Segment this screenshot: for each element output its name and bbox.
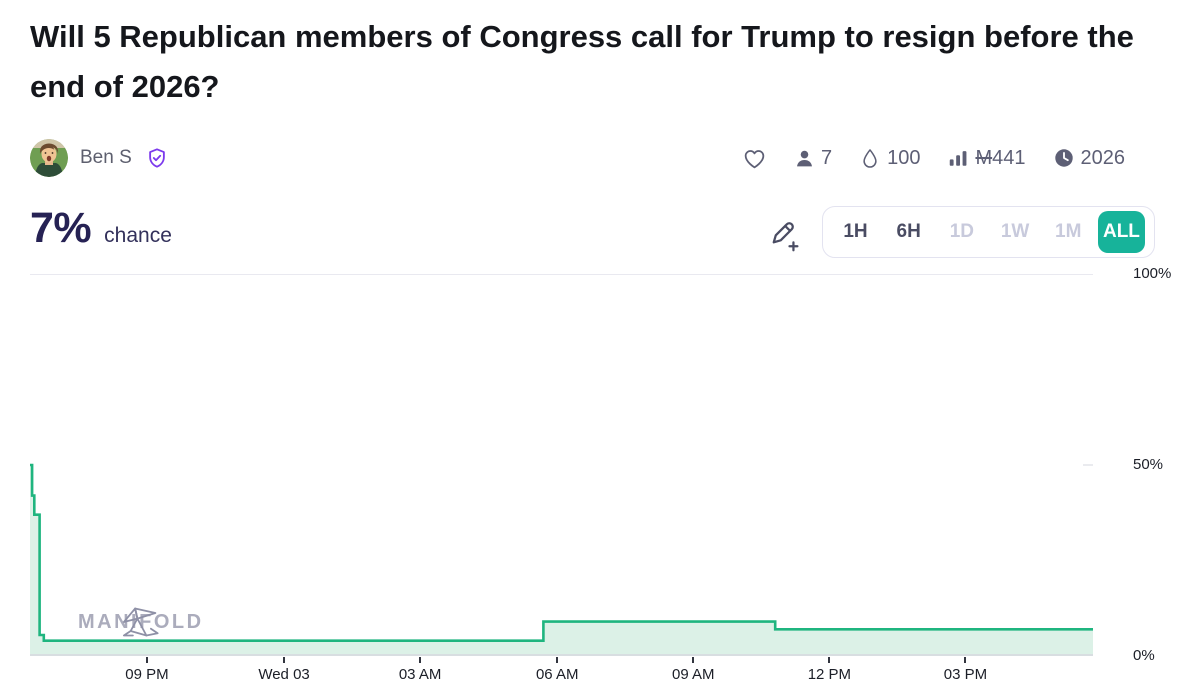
traders-stat: 7 (794, 147, 832, 170)
chart-canvas[interactable] (30, 274, 1093, 656)
probability-value: 7% (30, 204, 92, 252)
x-axis-label: Wed 03 (258, 666, 310, 683)
droplet-icon (863, 149, 877, 168)
close-year: 2026 (1080, 146, 1126, 169)
chart-plot-area[interactable]: MANIFOLD 09 PM Wed 03 03 AM 06 AM 09 AM 12 PM… (30, 266, 1171, 683)
mana-symbol: M (975, 146, 993, 169)
x-axis-tick (145, 657, 148, 663)
liquidity-value: 100 (887, 146, 921, 169)
x-axis-label: 09 AM (672, 666, 715, 683)
manifold-watermark: MANIFOLD (78, 604, 204, 640)
like-button[interactable] (742, 146, 767, 171)
volume-value: M441 (975, 146, 1026, 169)
person-icon (797, 150, 812, 166)
creator-row[interactable]: Ben S (30, 137, 168, 179)
range-1m-button[interactable]: 1M (1045, 211, 1092, 253)
pencil-plus-icon (772, 222, 799, 252)
range-6h-button[interactable]: 6H (885, 211, 932, 253)
probability-line (30, 463, 1093, 642)
time-range-selector: 1H 6H 1D 1W 1M ALL (822, 206, 1155, 258)
x-axis-tick (692, 657, 695, 663)
x-axis-label: 06 AM (535, 666, 579, 683)
x-axis-label: 03 PM (943, 666, 988, 683)
manifold-logo-icon (122, 607, 159, 637)
avatar-image (30, 139, 68, 177)
x-axis-label: 03 AM (398, 666, 442, 683)
page-title: Will 5 Republican members of Congress ca… (30, 19, 1134, 104)
range-1w-button[interactable]: 1W (992, 211, 1039, 253)
range-1h-button[interactable]: 1H (832, 211, 879, 253)
creator-name[interactable]: Ben S (80, 147, 132, 168)
clock-icon (1054, 149, 1073, 167)
probability-display: 7% chance (30, 204, 172, 253)
x-axis-tick (828, 657, 831, 663)
range-all-button[interactable]: ALL (1097, 211, 1145, 253)
y-axis-label: 50% (1133, 456, 1164, 473)
verified-badge-icon (146, 147, 168, 169)
liquidity-stat: 100 (859, 147, 920, 170)
y-axis-label: 0% (1133, 647, 1155, 664)
annotate-chart-button[interactable] (768, 217, 802, 253)
heart-icon (744, 149, 765, 168)
traders-count: 7 (820, 146, 833, 169)
probability-label: chance (104, 224, 172, 247)
stats-row: 7 100 M441 2026 (742, 143, 1125, 173)
range-1d-button[interactable]: 1D (938, 211, 985, 253)
avatar[interactable] (30, 139, 68, 177)
probability-chart[interactable]: MANIFOLD 09 PM Wed 03 03 AM 06 AM 09 AM 12 PM… (0, 266, 1188, 694)
x-axis-tick (964, 657, 967, 663)
x-axis-label: 12 PM (807, 666, 852, 683)
x-axis-tick (283, 657, 286, 663)
probability-area-fill (30, 465, 1093, 656)
bar-chart-icon (950, 151, 967, 166)
volume-stat: M441 (947, 146, 1026, 170)
y-axis-label: 100% (1133, 265, 1172, 282)
x-axis-tick (419, 657, 422, 663)
x-axis-label: 09 PM (125, 666, 169, 683)
x-axis-tick (556, 657, 559, 663)
close-date-stat: 2026 (1053, 146, 1126, 170)
